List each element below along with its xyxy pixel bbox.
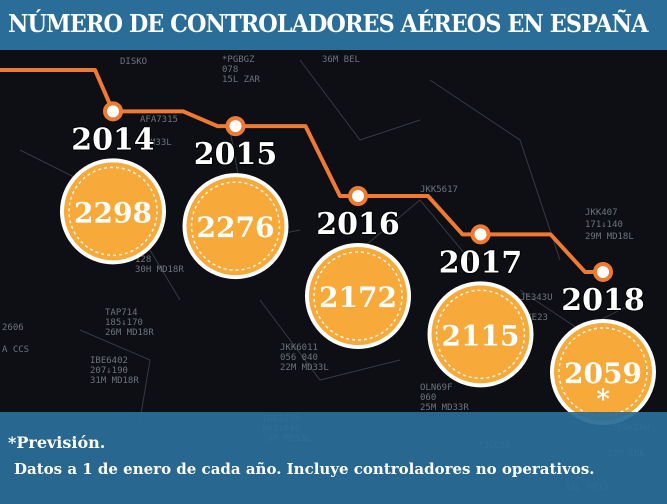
data-note: Datos a 1 de enero de cada año. Incluye … bbox=[14, 460, 595, 478]
value-bubble-ring bbox=[313, 251, 403, 341]
value-bubble-ring bbox=[190, 181, 281, 271]
radar-track-line bbox=[79, 329, 151, 421]
data-point-group: 2017 2115 bbox=[427, 224, 534, 388]
value-bubble bbox=[60, 158, 166, 265]
radar-label: 25M MD33R bbox=[420, 403, 469, 413]
radar-label: 128 bbox=[135, 255, 151, 265]
radar-label: M33L bbox=[150, 138, 172, 148]
radar-label: 185↓170 bbox=[105, 318, 143, 328]
year-label: 2014 bbox=[71, 122, 155, 157]
data-point-marker bbox=[225, 116, 246, 137]
value-bubble-ring bbox=[68, 166, 158, 257]
radar-label: JKK5617 bbox=[420, 185, 458, 195]
value-label: 2298 bbox=[74, 196, 152, 229]
data-point-group: 2015 2276 bbox=[182, 116, 289, 280]
data-point-marker bbox=[593, 261, 613, 282]
radar-track-line bbox=[429, 79, 561, 261]
radar-label: DISKO bbox=[120, 57, 147, 67]
radar-label: 060 bbox=[420, 393, 436, 403]
data-point-marker bbox=[103, 101, 123, 122]
value-label: 2115 bbox=[442, 319, 520, 352]
data-point-marker bbox=[348, 186, 368, 207]
radar-label: 36M BEL bbox=[322, 55, 360, 65]
radar-label: 078 bbox=[222, 65, 238, 75]
radar-label: AFA7315 bbox=[140, 115, 178, 125]
radar-label: IBE6402 bbox=[90, 356, 128, 366]
radar-label: 26M MD18R bbox=[105, 328, 154, 338]
data-point-marker bbox=[470, 224, 491, 245]
forecast-asterisk: * bbox=[596, 385, 610, 415]
chart-title: NÚMERO DE CONTROLADORES AÉREOS EN ESPAÑA bbox=[8, 9, 648, 38]
radar-label: 056 040 bbox=[280, 353, 318, 363]
radar-track-line bbox=[299, 59, 421, 141]
year-label: 2018 bbox=[561, 283, 645, 318]
radar-label: A CCS bbox=[2, 345, 29, 355]
value-bubble-ring bbox=[435, 289, 526, 380]
radar-label: JKK6011 bbox=[280, 343, 318, 353]
radar-label: JE343U bbox=[520, 293, 553, 303]
value-bubble bbox=[305, 243, 411, 350]
radar-label: 2606 bbox=[2, 323, 24, 333]
radar-label: OLN69F bbox=[420, 383, 453, 393]
radar-label: 207↓190 bbox=[90, 366, 128, 376]
trend-line-layer bbox=[0, 68, 603, 274]
radar-label: 22M MD33L bbox=[280, 363, 329, 373]
value-bubble-ring bbox=[558, 327, 648, 417]
chart-marks: 2014 2298 2015 2276 2016 2172 2017 2115 2018 2059… bbox=[60, 101, 656, 425]
radar-track-line bbox=[359, 199, 471, 261]
value-bubble bbox=[427, 281, 534, 388]
radar-label: JKK407 bbox=[585, 208, 618, 218]
title-band bbox=[0, 0, 667, 50]
data-point-group: 2018 2059* bbox=[550, 261, 656, 425]
data-point-group: 2014 2298 bbox=[60, 101, 166, 265]
radar-label: 171↓140 bbox=[585, 220, 623, 230]
year-label: 2016 bbox=[316, 207, 400, 242]
forecast-note: *Previsión. bbox=[8, 433, 106, 452]
data-point-group: 2016 2172 bbox=[305, 186, 411, 350]
radar-label: 29M MD18L bbox=[585, 232, 634, 242]
year-label: 2017 bbox=[439, 245, 523, 280]
year-label: 2015 bbox=[194, 137, 278, 172]
radar-track-line bbox=[259, 299, 401, 381]
radar-label: 15L ZAR bbox=[222, 75, 261, 85]
radar-label: TAP714 bbox=[105, 308, 138, 318]
radar-label: 31M MD18R bbox=[90, 376, 139, 386]
trend-line bbox=[0, 68, 603, 274]
notes-band bbox=[0, 412, 667, 504]
value-label: 2276 bbox=[197, 211, 275, 244]
radar-label: *PGBGZ bbox=[222, 55, 255, 65]
value-label: 2172 bbox=[319, 281, 397, 314]
value-bubble bbox=[182, 173, 289, 280]
radar-label: 30H MD18R bbox=[135, 265, 184, 275]
value-label: 2059 bbox=[564, 357, 642, 390]
